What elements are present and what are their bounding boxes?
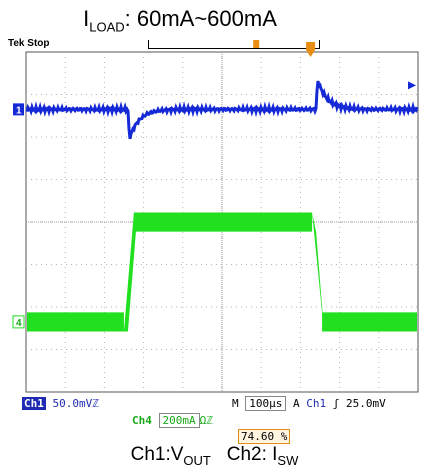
- trigger-level-icon: [408, 81, 416, 90]
- ch4-readout: Ch4 200mA Ωℤ: [132, 413, 213, 428]
- title-rest: : 60mA~600mA: [124, 6, 277, 31]
- ch1-marker: [13, 103, 24, 116]
- ch1-coupling: ℤ: [92, 397, 99, 410]
- timebase: 100μs: [245, 396, 287, 411]
- timebase-readout: M 100μs A Ch1 ʃ 25.0mV: [232, 396, 386, 411]
- title-i: I: [83, 6, 90, 31]
- ch1-readout: Ch1 50.0mVℤ: [22, 397, 99, 410]
- ch4-label: Ch4: [132, 414, 152, 427]
- trigger-source: Ch1: [306, 397, 327, 410]
- caption-b-sub: SW: [277, 452, 299, 468]
- trigger-slope-icon: ʃ: [332, 397, 340, 410]
- timebase-prefix: M: [232, 397, 239, 410]
- title-sub: LOAD: [89, 19, 125, 35]
- record-length-bar: [148, 40, 320, 49]
- caption-a: Ch1:V: [130, 444, 184, 465]
- ch4-high-band: [133, 212, 313, 232]
- ch4-low-band-1: [27, 312, 124, 332]
- ch1-trace: [25, 80, 419, 140]
- record-position-icon: [253, 40, 260, 48]
- trigger-level: 25.0mV: [346, 397, 386, 410]
- trigger-position-arrow: [306, 50, 316, 57]
- chart-title: ILOAD: 60mA~600mA: [0, 6, 360, 34]
- scope-status-bar: Tek Stop: [8, 38, 426, 52]
- ch1-label: Ch1: [22, 397, 46, 410]
- caption-b: Ch2: I: [226, 444, 278, 465]
- ch4-falling-edge: [312, 212, 325, 332]
- ch4-low-band-2: [322, 312, 417, 332]
- trigger-position-icon: [306, 42, 316, 50]
- caption-a-sub: OUT: [183, 452, 211, 468]
- trigger-position: 74.60 %: [238, 429, 291, 444]
- trigger-position-readout: 74.60 %: [238, 429, 291, 444]
- ch4-scale: 200mA: [158, 413, 200, 428]
- ch1-scale: 50.0mV: [52, 397, 93, 410]
- ch4-rising-edge: [123, 212, 136, 332]
- ch4-marker-label: 4: [16, 318, 22, 329]
- caption: Ch1:VOUT Ch2: ISW: [0, 444, 429, 468]
- ch1-marker-label: 1: [16, 105, 22, 116]
- ch4-coupling: Ωℤ: [199, 414, 213, 427]
- scope-status: Tek Stop: [8, 38, 50, 49]
- ch4-marker: [12, 315, 25, 329]
- trigger-prefix: A: [293, 397, 300, 410]
